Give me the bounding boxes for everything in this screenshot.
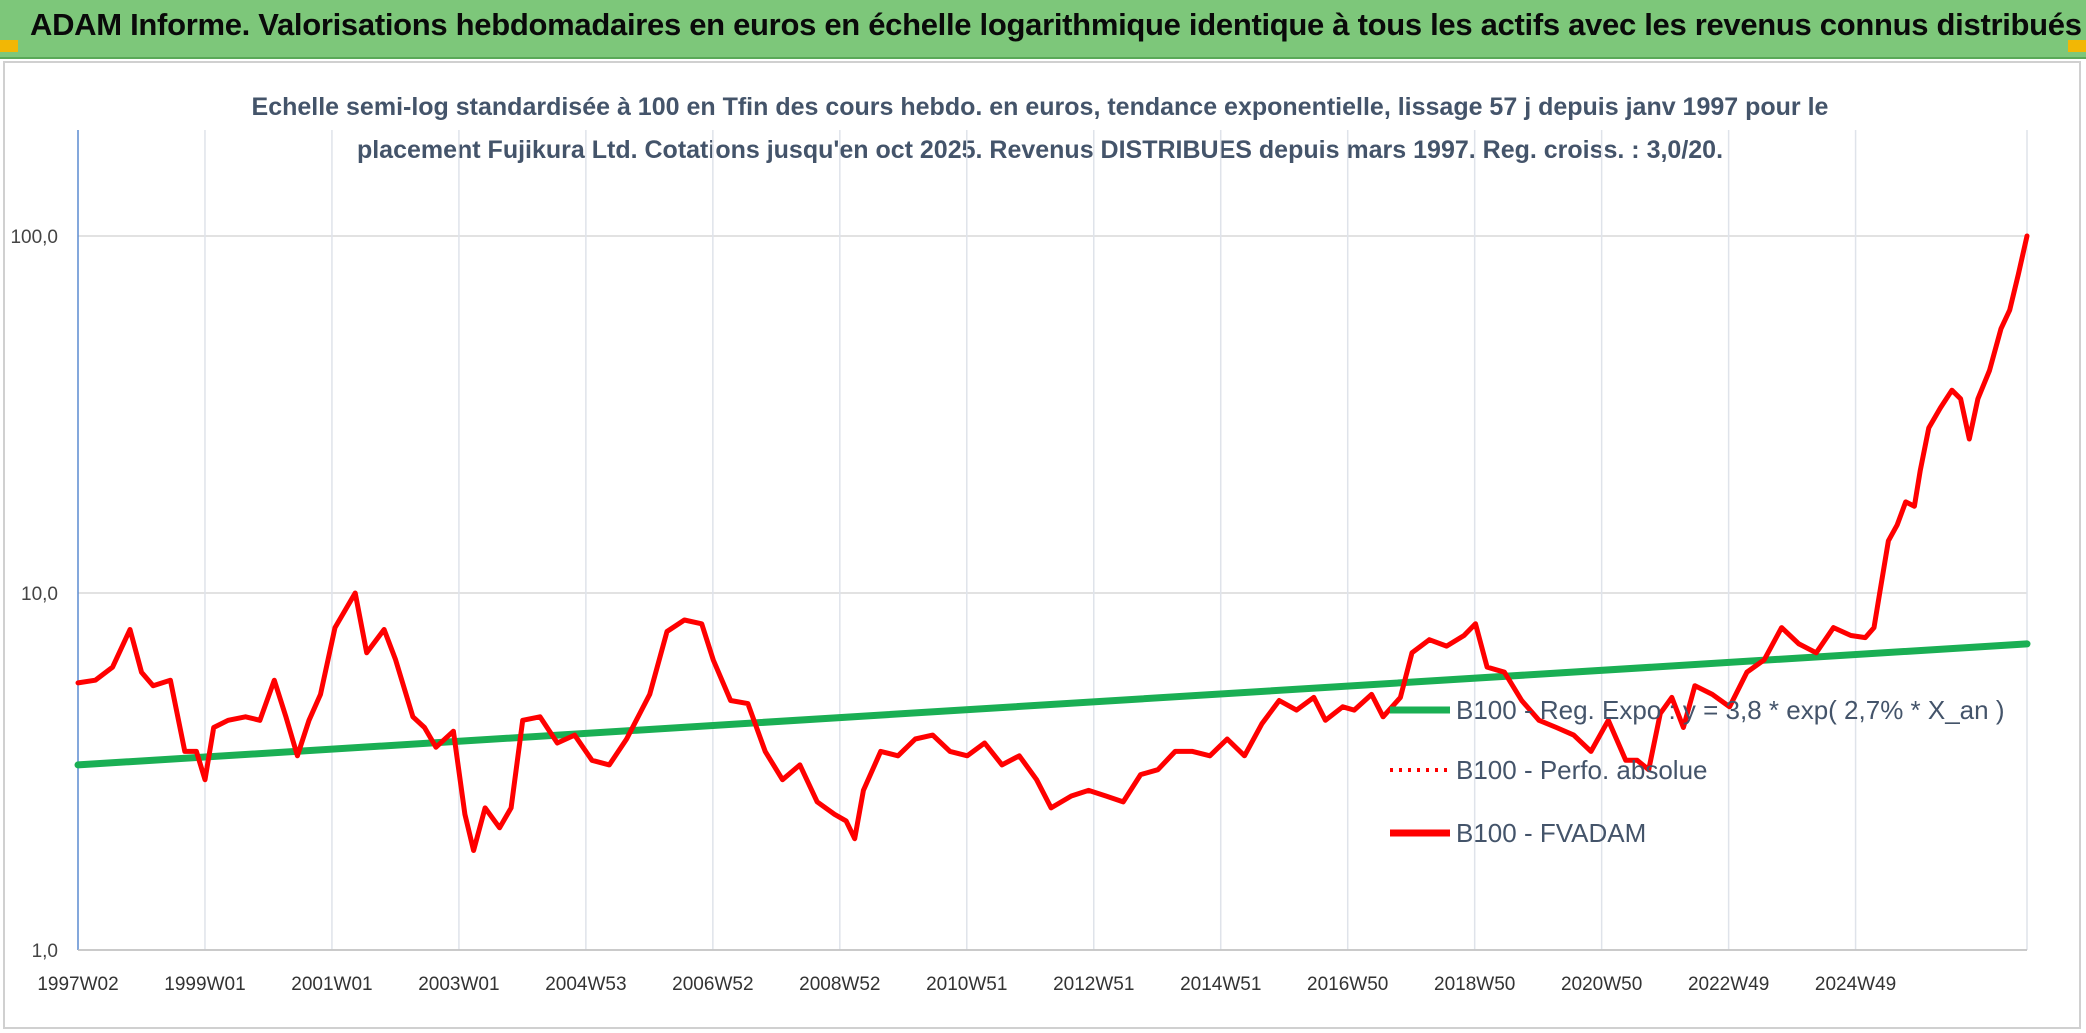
x-tick-label: 2014W51: [1180, 974, 1261, 995]
header-banner: ADAM Informe. Valorisations hebdomadaire…: [0, 0, 2086, 59]
legend-label: B100 - FVADAM: [1456, 818, 1646, 848]
y-tick-label: 100,0: [10, 227, 58, 248]
chart-frame: [3, 61, 2081, 1029]
x-tick-label: 2003W01: [418, 974, 499, 995]
x-tick-label: 1997W02: [37, 974, 118, 995]
x-tick-label: 2004W53: [545, 974, 626, 995]
x-tick-label: 1999W01: [164, 974, 245, 995]
x-tick-label: 2010W51: [926, 974, 1007, 995]
x-tick-label: 2022W49: [1688, 974, 1769, 995]
series-line-regression: [74, 640, 2031, 769]
x-tick-label: 2012W51: [1053, 974, 1134, 995]
chart-title: Echelle semi-log standardisée à 100 en T…: [251, 93, 1829, 164]
chart-axes: [77, 130, 2027, 951]
x-tick-label: 2024W49: [1815, 974, 1896, 995]
y-axis-ticks: 1,0 10,0 100,0: [10, 227, 58, 962]
grid-lines: [78, 130, 2028, 951]
x-tick-label: 2016W50: [1307, 974, 1388, 995]
series-layer: [74, 233, 2031, 853]
legend-label: B100 - Perfo. absolue: [1456, 755, 1708, 785]
y-tick-label: 1,0: [32, 941, 58, 962]
x-tick-label: 2001W01: [291, 974, 372, 995]
corner-marker-left: [0, 40, 18, 52]
x-tick-label: 2008W52: [799, 974, 880, 995]
y-tick-label: 10,0: [21, 584, 58, 605]
x-tick-label: 2020W50: [1561, 974, 1642, 995]
x-axis-ticks: 1997W02 1999W01 2001W01 2003W01 2004W53 2006W…: [37, 974, 1896, 995]
page-title: ADAM Informe. Valorisations hebdomadaire…: [30, 7, 2082, 42]
legend-label: B100 - Reg. Expo : y = 3,8 * exp( 2,7% *…: [1456, 695, 2004, 725]
x-tick-label: 2018W50: [1434, 974, 1515, 995]
series-line-fvadam: [75, 233, 2030, 853]
x-tick-label: 2006W52: [672, 974, 753, 995]
chart-legend: B100 - Reg. Expo : y = 3,8 * exp( 2,7% *…: [1390, 695, 2004, 848]
corner-marker-right: [2068, 40, 2086, 52]
